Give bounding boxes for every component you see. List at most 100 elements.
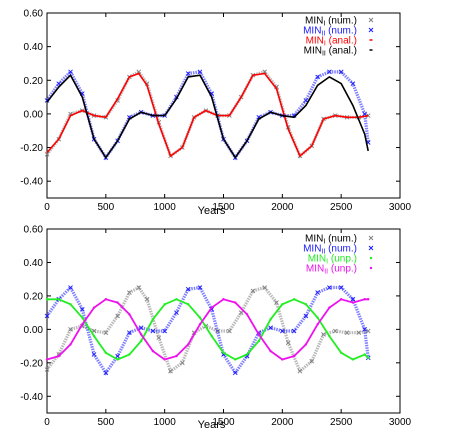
series-4-point — [269, 349, 272, 353]
series-1-point — [297, 368, 303, 374]
series-3-point — [269, 318, 272, 321]
series-3-point — [92, 334, 96, 338]
series-4-point — [187, 343, 190, 346]
series-2-point — [185, 71, 191, 76]
legend-marker — [369, 256, 373, 260]
series-2-point — [68, 69, 73, 75]
series-2-point — [338, 285, 344, 290]
x-axis-label: Years — [198, 419, 226, 431]
series-4-point — [304, 343, 308, 346]
legend-label: MINI (num.) — [305, 16, 357, 28]
series-2-point — [232, 370, 238, 376]
series-4-point — [69, 343, 72, 346]
series-2-point — [315, 74, 320, 80]
series-4-point — [198, 323, 202, 326]
series-2-point — [174, 310, 179, 315]
series-1-point — [321, 332, 326, 337]
series-4-line — [46, 73, 369, 160]
series-3-point — [128, 353, 131, 356]
series-4-point — [363, 298, 366, 301]
series-1-point — [285, 340, 291, 346]
series-1-point — [365, 328, 371, 334]
y-tick-label: 0.20 — [24, 291, 44, 302]
x-tick-label: 0 — [44, 417, 50, 428]
legend-marker — [368, 245, 374, 251]
series-2-point — [44, 313, 50, 319]
series-1-point — [44, 151, 50, 157]
y-tick-label: -0.20 — [20, 358, 43, 369]
series-1-point — [274, 300, 279, 305]
series-3-point — [304, 303, 308, 306]
legend: MINI (num.)MINII (num.)MINI (unp.)MINII … — [303, 234, 374, 276]
series-4-point — [175, 354, 178, 358]
x-tick-label: 0 — [44, 202, 50, 213]
x-axis-label: Years — [198, 205, 226, 217]
series-1-point — [127, 290, 132, 295]
series-1-point — [356, 330, 362, 336]
series-2-point — [291, 328, 297, 334]
series-4-point — [104, 298, 108, 301]
y-tick-label: -0.40 — [20, 392, 43, 403]
series-3-point — [316, 316, 319, 319]
y-tick-label: 0.00 — [24, 109, 44, 120]
series-3-point — [45, 298, 49, 301]
series-1-point — [115, 313, 120, 319]
chart-panel-bottom: 0 500 1000 1500 2000 2500 3000 0.60 0.40 0.20 0.00… — [20, 225, 411, 432]
series-4-point — [151, 349, 155, 353]
series-4-point — [222, 298, 225, 301]
series-2-point — [350, 296, 356, 302]
series-1-point — [365, 113, 371, 118]
y-tick-label: 0.40 — [24, 42, 44, 53]
series-1-point — [168, 368, 173, 374]
x-tick-label: 2500 — [330, 202, 353, 213]
y-tick-label: 0.60 — [24, 225, 44, 236]
series-4-point — [257, 333, 260, 336]
series-1-point — [332, 328, 338, 334]
series-4-point — [245, 313, 249, 316]
series-3-point — [210, 334, 213, 338]
series-1-point — [44, 367, 50, 372]
legend-label: MINII (anal.) — [304, 46, 357, 58]
series-4-point — [116, 301, 119, 304]
series-2-point — [197, 69, 203, 75]
series-1-point — [250, 288, 256, 294]
series-3-point — [257, 339, 260, 343]
series-3-point — [367, 356, 370, 359]
series-2-point — [350, 81, 356, 86]
legend-marker — [368, 17, 374, 23]
series-3-point — [234, 358, 237, 361]
x-tick-label: 1500 — [212, 202, 235, 213]
y-tick-label: 0.40 — [24, 258, 44, 269]
legend-label: MINI (anal.) — [306, 36, 357, 48]
series-4-point — [292, 354, 296, 358]
y-tick-label: -0.20 — [20, 143, 43, 154]
legend-marker — [368, 27, 374, 33]
series-3-point — [198, 316, 202, 319]
legend-marker — [368, 235, 374, 241]
series-3-point — [151, 318, 155, 321]
series-2-point — [150, 328, 156, 334]
legend-label: MINI (unp.) — [308, 254, 357, 266]
series-4-point — [351, 301, 355, 304]
series-2-point — [162, 328, 167, 334]
series-3-point — [57, 298, 60, 301]
series-4-point — [367, 298, 370, 301]
y-tick-label: 0.20 — [24, 76, 44, 87]
series-4-point — [128, 313, 131, 316]
series-1-point — [103, 330, 109, 336]
series-1-point — [156, 335, 162, 341]
series-3-point — [328, 334, 331, 338]
series-3-point — [339, 351, 343, 354]
series-4-point — [163, 358, 166, 361]
series-2-point — [127, 330, 132, 336]
x-tick-label: 500 — [97, 202, 114, 213]
series-2-point — [362, 327, 368, 332]
series-3-point — [292, 298, 296, 301]
series-3-point — [351, 358, 355, 361]
series-3-point — [69, 303, 72, 306]
legend-label: MINII (num.) — [303, 244, 357, 256]
series-1-point — [262, 285, 268, 290]
series-4-point — [328, 306, 331, 309]
series-2-point — [103, 370, 109, 376]
